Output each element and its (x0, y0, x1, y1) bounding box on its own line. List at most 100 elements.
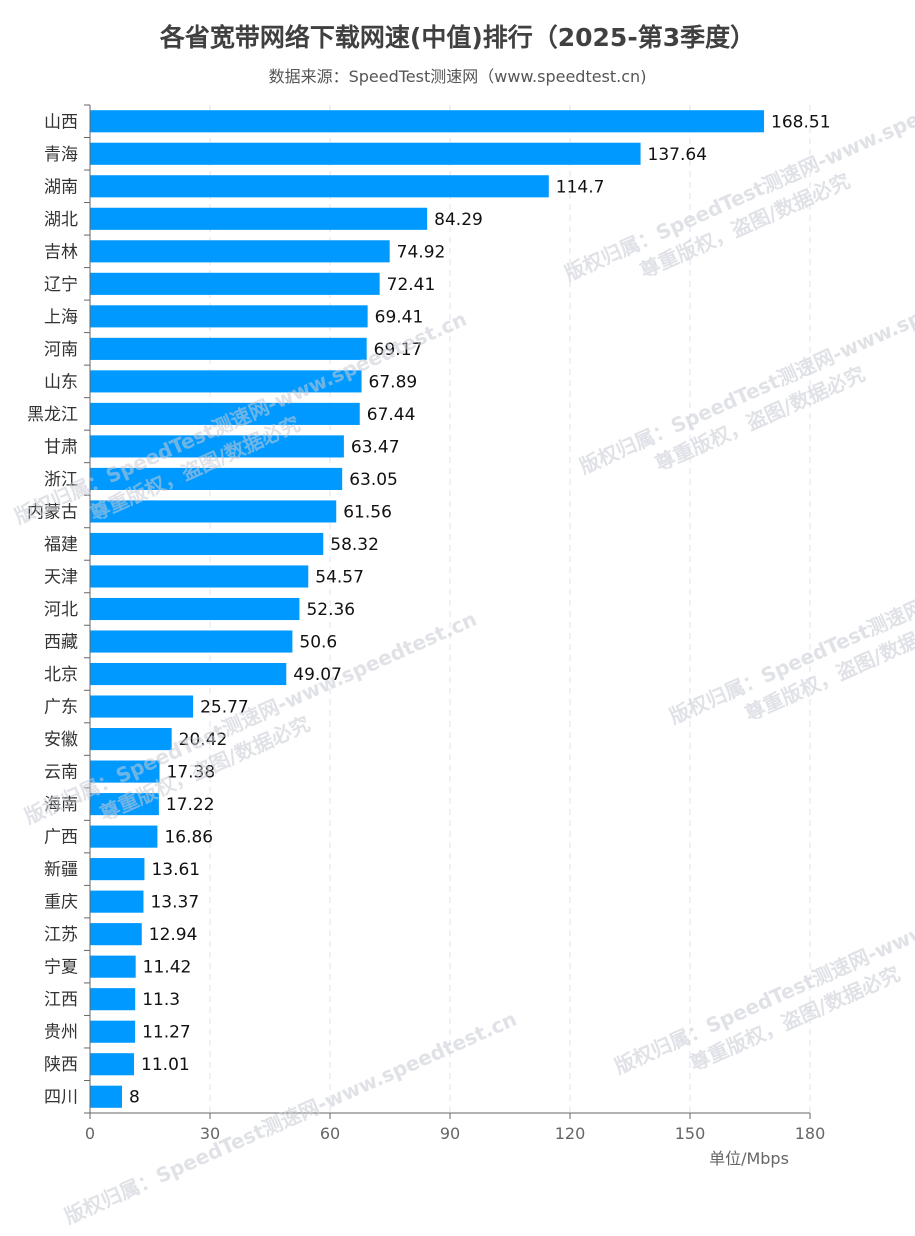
data-label: 61.56 (343, 502, 392, 522)
bar (90, 695, 194, 718)
bar (90, 435, 344, 458)
data-label: 49.07 (293, 665, 342, 685)
y-tick-label: 四川 (44, 1088, 78, 1108)
y-tick-label: 甘肃 (44, 437, 78, 457)
data-label: 12.94 (149, 925, 198, 945)
y-tick-label: 河北 (44, 600, 78, 620)
data-label: 63.05 (349, 470, 398, 490)
y-tick-label: 重庆 (44, 893, 78, 913)
data-label: 114.7 (556, 177, 605, 197)
bar (90, 825, 158, 848)
bar (90, 467, 343, 490)
x-tick-label: 30 (200, 1124, 220, 1143)
y-tick-label: 江苏 (44, 925, 78, 945)
y-tick-label: 安徽 (44, 730, 78, 750)
y-tick-label: 黑龙江 (27, 405, 78, 425)
bar (90, 142, 641, 165)
data-label: 74.92 (397, 242, 446, 262)
y-tick-label: 海南 (44, 795, 78, 815)
chart-subtitle: 数据来源：SpeedTest测速网（www.speedtest.cn) (268, 67, 647, 86)
bar (90, 240, 390, 263)
data-label: 72.41 (387, 275, 436, 295)
bar (90, 272, 380, 295)
x-tick-label: 90 (440, 1124, 460, 1143)
x-tick-label: 150 (675, 1124, 706, 1143)
bar (90, 955, 136, 978)
bar (90, 890, 144, 913)
bar (90, 793, 159, 816)
y-tick-label: 福建 (44, 535, 78, 555)
data-label: 25.77 (200, 698, 249, 718)
bar (90, 370, 362, 393)
y-tick-label: 新疆 (44, 860, 78, 880)
bar (90, 597, 300, 621)
bar (90, 1085, 122, 1108)
data-label: 69.41 (375, 307, 424, 327)
data-label: 20.42 (179, 730, 228, 750)
data-label: 50.6 (299, 633, 337, 653)
bar (90, 662, 287, 686)
y-tick-label: 吉林 (44, 242, 78, 262)
y-tick-label: 上海 (44, 307, 78, 327)
axes: 0 30 60 90 120 150 180 山西青海湖南湖北吉林辽宁上海河南山东黑龙江甘肃浙… (27, 104, 826, 1143)
data-label: 11.27 (142, 1023, 191, 1043)
bar (90, 532, 324, 556)
data-label: 13.37 (150, 893, 199, 913)
data-label: 16.86 (164, 828, 213, 848)
data-label: 11.3 (142, 990, 180, 1010)
bar (90, 760, 160, 783)
y-tick-label: 山西 (44, 112, 78, 132)
y-tick-label: 云南 (44, 763, 78, 783)
y-tick-label: 江西 (44, 990, 78, 1010)
y-tick-label: 广西 (44, 828, 78, 848)
data-label: 17.22 (166, 795, 215, 815)
x-axis-label: 单位/Mbps (709, 1149, 789, 1168)
y-tick-label: 北京 (44, 665, 78, 685)
y-tick-label: 河南 (44, 340, 78, 360)
chart-title: 各省宽带网络下载网速(中值)排行（2025-第3季度） (159, 23, 756, 52)
bar (90, 110, 765, 133)
bars: 168.51 137.64 114.7 84.29 74.92 72.41 69.41 69.… (90, 110, 831, 1108)
data-label: 8 (129, 1088, 140, 1108)
y-tick-label: 广东 (44, 698, 78, 718)
x-tick-label: 180 (795, 1124, 826, 1143)
bar (90, 565, 309, 588)
bar (90, 858, 145, 881)
bar (90, 1020, 136, 1043)
data-label: 52.36 (306, 600, 355, 620)
bar (90, 337, 367, 360)
data-label: 67.89 (369, 372, 418, 392)
bar (90, 988, 136, 1011)
data-label: 54.57 (315, 567, 364, 587)
data-label: 11.42 (143, 958, 192, 978)
data-label: 58.32 (330, 535, 379, 555)
bar (90, 728, 172, 751)
bar (90, 923, 142, 946)
bar (90, 1053, 135, 1076)
data-label: 63.47 (351, 437, 400, 457)
bar (90, 175, 549, 198)
bar (90, 305, 368, 328)
bar (90, 630, 293, 653)
y-tick-label: 浙江 (44, 470, 78, 490)
data-label: 69.17 (374, 340, 423, 360)
data-label: 11.01 (141, 1055, 190, 1075)
y-tick-label: 辽宁 (44, 275, 78, 295)
bar (90, 402, 360, 425)
bar (90, 500, 337, 523)
y-tick-label: 天津 (44, 567, 78, 587)
y-tick-label: 内蒙古 (27, 502, 78, 522)
y-tick-label: 青海 (44, 145, 78, 165)
x-tick-label: 0 (85, 1124, 95, 1143)
data-label: 17.38 (167, 763, 216, 783)
data-label: 67.44 (367, 405, 416, 425)
data-label: 137.64 (648, 145, 707, 165)
y-tick-label: 贵州 (44, 1023, 78, 1043)
x-tick-label: 60 (320, 1124, 340, 1143)
y-tick-label: 湖北 (44, 210, 78, 230)
bar (90, 207, 428, 230)
y-tick-label: 宁夏 (44, 958, 78, 978)
data-label: 13.61 (151, 860, 200, 880)
y-tick-label: 陕西 (44, 1055, 78, 1075)
